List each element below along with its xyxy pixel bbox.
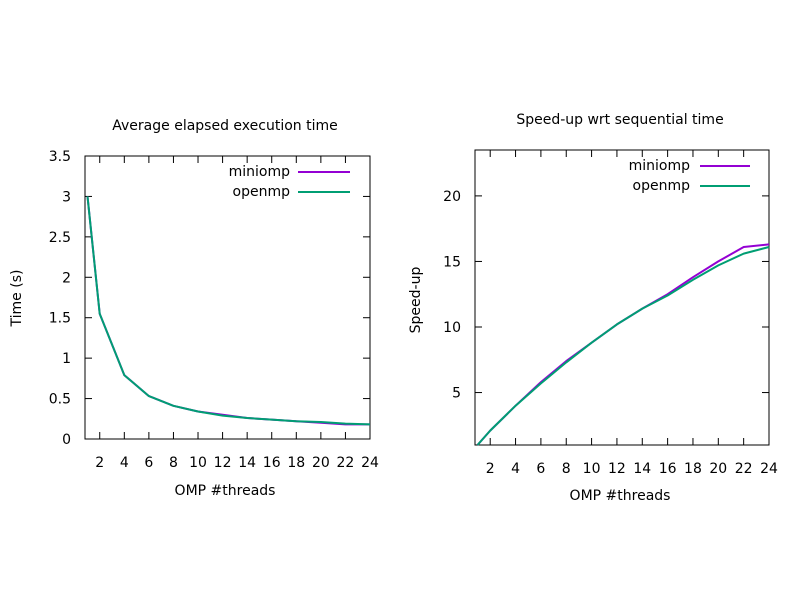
x-tick-label: 4: [120, 455, 129, 471]
speedup-chart-xlabel: OMP #threads: [570, 488, 671, 504]
x-tick-label: 4: [511, 461, 520, 477]
x-tick-label: 8: [169, 455, 178, 471]
x-tick-label: 16: [263, 455, 281, 471]
x-tick-label: 2: [486, 461, 495, 477]
x-tick-label: 10: [189, 455, 207, 471]
x-tick-label: 22: [735, 461, 753, 477]
x-tick-label: 22: [337, 455, 355, 471]
x-tick-label: 8: [562, 461, 571, 477]
series-line-openmp: [476, 246, 770, 446]
speedup-chart-y-ticks: 5 10 15 20: [443, 189, 769, 402]
speedup-chart-plot-frame: [474, 149, 770, 446]
x-tick-label: 18: [684, 461, 702, 477]
time-chart-title: Average elapsed execution time: [112, 118, 337, 134]
y-tick-label: 10: [443, 320, 461, 336]
y-tick-label: 0: [62, 432, 71, 448]
y-tick-label: 1.5: [49, 311, 71, 327]
x-tick-label: 14: [238, 455, 256, 471]
time-chart-ylabel: Time (s): [9, 270, 25, 328]
speedup-chart-legend: miniomp openmp: [629, 158, 750, 194]
legend-label-openmp: openmp: [233, 184, 291, 200]
time-chart-legend: miniomp openmp: [229, 164, 350, 200]
x-tick-label: 14: [633, 461, 651, 477]
speedup-chart-ylabel: Speed-up: [408, 267, 424, 334]
x-tick-label: 16: [659, 461, 677, 477]
legend-label-miniomp: miniomp: [629, 158, 690, 174]
x-tick-label: 18: [287, 455, 305, 471]
time-chart: Average elapsed execution time 0 0.5 1 1.5 2…: [9, 118, 379, 499]
speedup-chart-x-ticks: 2 4 6 8 10 12 14 16 18 20 22 24: [486, 150, 778, 477]
speedup-chart-lines: [476, 243, 770, 446]
series-line-miniomp: [476, 243, 770, 446]
series-line-miniomp: [86, 196, 370, 426]
y-tick-label: 1: [62, 351, 71, 367]
y-tick-label: 5: [452, 386, 461, 402]
x-tick-label: 20: [709, 461, 727, 477]
series-line-openmp: [86, 196, 371, 426]
y-tick-label: 3: [62, 189, 71, 205]
x-tick-label: 24: [361, 455, 379, 471]
time-chart-y-ticks: 0 0.5 1 1.5 2 2.5 3 3.5: [49, 149, 370, 448]
x-tick-label: 12: [214, 455, 232, 471]
time-chart-x-ticks: 2 4 6 8 10 12 14 16 18 20 22 24: [95, 156, 379, 471]
x-tick-label: 24: [760, 461, 778, 477]
x-tick-label: 6: [536, 461, 545, 477]
legend-label-miniomp: miniomp: [229, 164, 290, 180]
time-chart-lines: [86, 196, 371, 426]
legend-label-openmp: openmp: [633, 178, 691, 194]
y-tick-label: 2: [62, 270, 71, 286]
x-tick-label: 10: [583, 461, 601, 477]
x-tick-label: 20: [312, 455, 330, 471]
y-tick-label: 0.5: [49, 392, 71, 408]
x-tick-label: 6: [144, 455, 153, 471]
y-tick-label: 20: [443, 189, 461, 205]
time-chart-plot-frame: [84, 155, 371, 440]
x-tick-label: 2: [95, 455, 104, 471]
y-tick-label: 15: [443, 254, 461, 270]
speedup-chart-title: Speed-up wrt sequential time: [516, 112, 723, 128]
y-tick-label: 2.5: [49, 230, 71, 246]
time-chart-xlabel: OMP #threads: [175, 483, 276, 499]
y-tick-label: 3.5: [49, 149, 71, 165]
x-tick-label: 12: [608, 461, 626, 477]
